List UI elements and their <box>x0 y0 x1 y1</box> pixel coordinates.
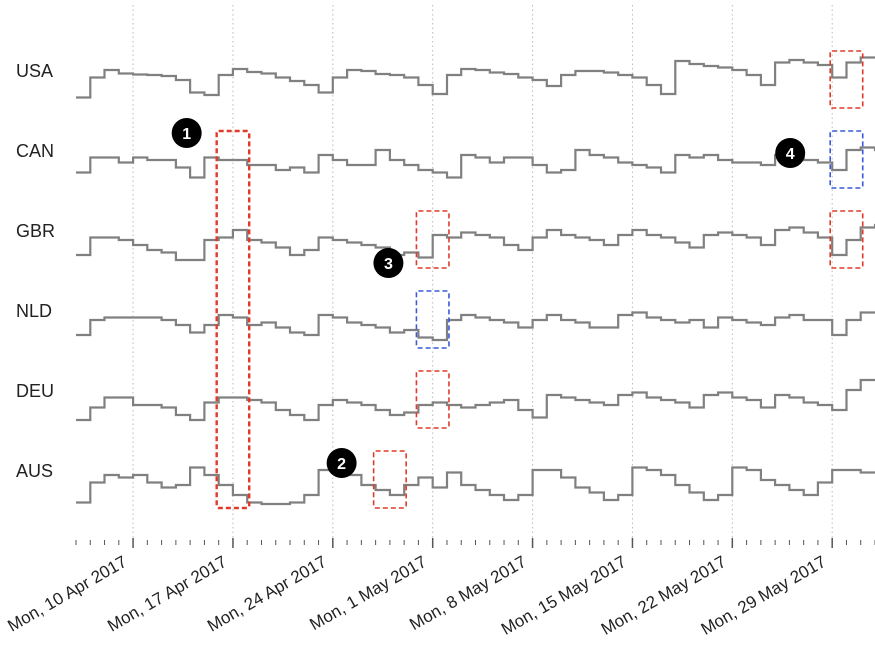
annotation-marker: 1 <box>171 118 202 148</box>
row-labels: USA CAN GBR NLD DEU AUS <box>16 61 55 481</box>
series-line-deu <box>76 378 875 422</box>
series-layer <box>76 56 875 506</box>
grid-layer <box>132 5 833 540</box>
marker-label: 4 <box>786 146 795 163</box>
row-label-can: CAN <box>16 141 54 161</box>
marker-label: 2 <box>337 456 346 473</box>
highlight-box <box>415 210 450 269</box>
row-label-deu: DEU <box>16 381 54 401</box>
annotation-marker: 2 <box>326 448 357 478</box>
row-label-aus: AUS <box>16 461 53 481</box>
annotation-marker: 4 <box>775 138 806 168</box>
series-line-gbr <box>76 223 875 262</box>
marker-label: 3 <box>384 256 393 273</box>
annotation-layer: 1 2 3 4 <box>171 50 864 510</box>
highlight-box <box>829 50 864 109</box>
highlight-box <box>215 129 251 510</box>
row-label-gbr: GBR <box>16 221 55 241</box>
annotation-marker: 3 <box>373 248 404 278</box>
highlight-box <box>415 370 450 429</box>
highlight-box <box>829 130 864 189</box>
series-line-usa <box>76 56 875 99</box>
series-line-aus <box>76 466 875 506</box>
marker-circle <box>775 138 806 168</box>
marker-label: 1 <box>182 126 191 143</box>
series-line-can <box>76 146 875 179</box>
row-label-nld: NLD <box>16 301 52 321</box>
row-label-usa: USA <box>16 61 53 81</box>
marker-circle <box>171 118 202 148</box>
marker-circle <box>373 248 404 278</box>
highlight-box <box>372 450 407 509</box>
highlight-box <box>829 210 864 269</box>
series-line-nld <box>76 311 875 342</box>
marker-circle <box>326 448 357 478</box>
highlight-box <box>415 290 450 349</box>
